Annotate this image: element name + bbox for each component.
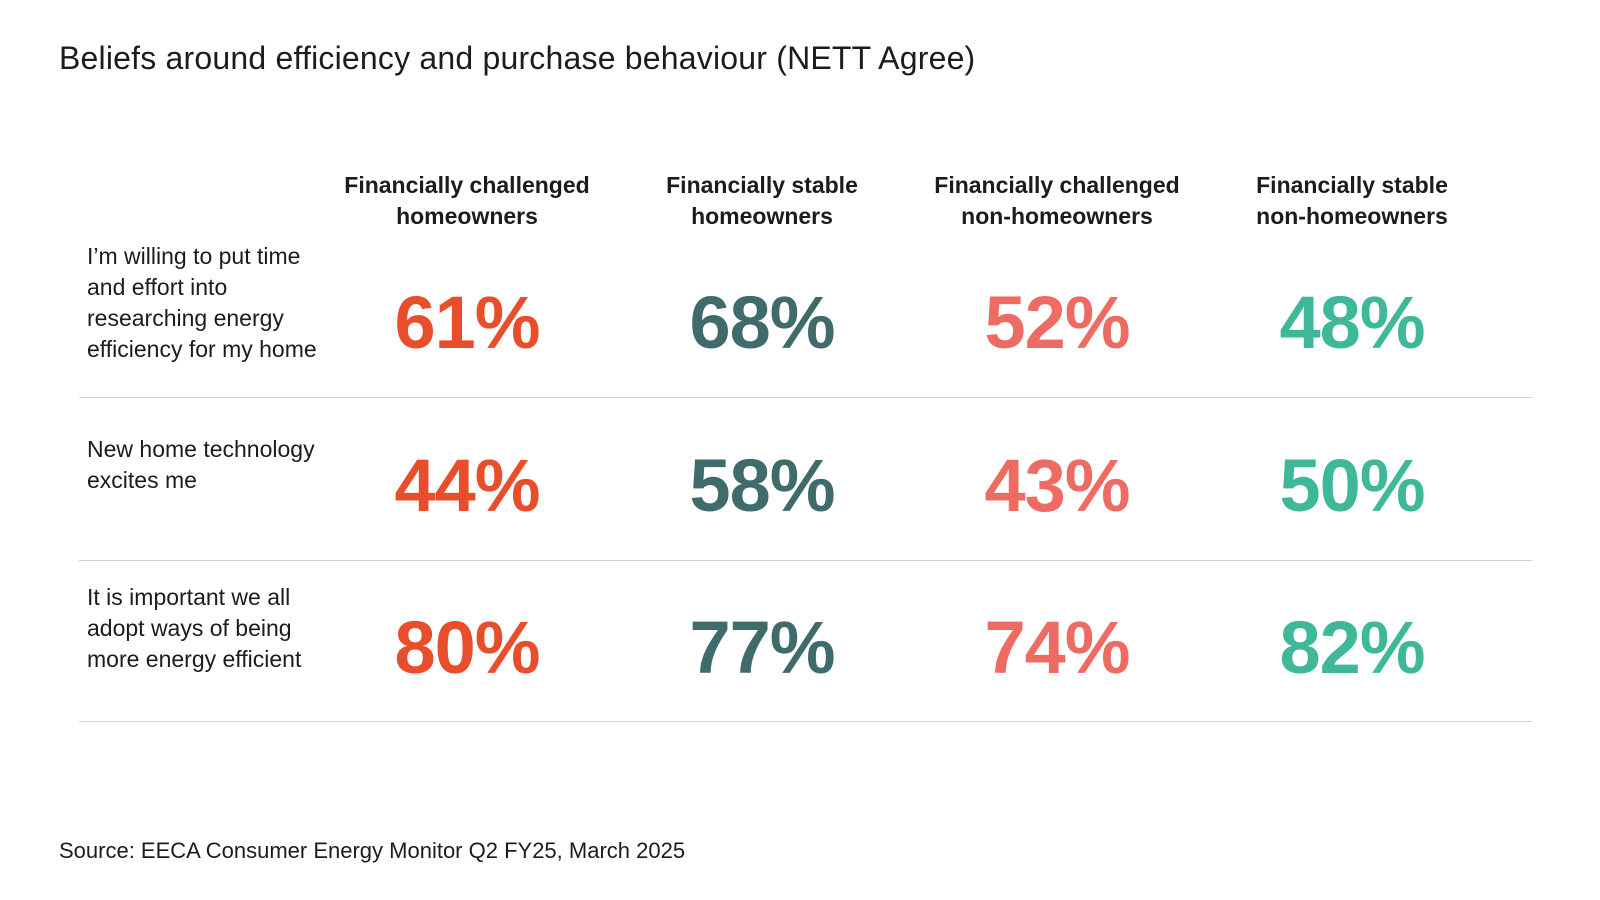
row-divider — [79, 397, 1532, 398]
value-research-challenged-non-homeowners: 52% — [984, 281, 1130, 364]
column-header-line1: Financially challenged — [934, 172, 1180, 198]
column-header-stable-non-homeowners: Financially stable non-homeowners — [1207, 170, 1497, 232]
column-header-stable-homeowners: Financially stable homeowners — [617, 170, 907, 232]
source-note: Source: EECA Consumer Energy Monitor Q2 … — [59, 838, 686, 863]
column-header-line2: non-homeowners — [1256, 203, 1448, 229]
value-technology-challenged-homeowners: 44% — [394, 444, 540, 527]
value-research-stable-non-homeowners: 48% — [1279, 281, 1425, 364]
value-technology-stable-homeowners: 58% — [689, 444, 835, 527]
row-divider — [79, 721, 1532, 722]
row-label-research: I’m willing to put time and effort into … — [87, 243, 317, 362]
value-adopt-stable-non-homeowners: 82% — [1279, 606, 1425, 689]
column-header-line2: non-homeowners — [961, 203, 1153, 229]
value-research-challenged-homeowners: 61% — [394, 281, 540, 364]
value-technology-challenged-non-homeowners: 43% — [984, 444, 1130, 527]
row-label-adopt: It is important we all adopt ways of bei… — [87, 584, 302, 672]
value-adopt-stable-homeowners: 77% — [689, 606, 835, 689]
column-header-line1: Financially stable — [666, 172, 858, 198]
column-header-challenged-homeowners: Financially challenged homeowners — [322, 170, 612, 232]
row-label-technology: New home technology excites me — [87, 436, 315, 493]
chart-title: Beliefs around efficiency and purchase b… — [59, 40, 976, 76]
column-header-line1: Financially stable — [1256, 172, 1448, 198]
column-header-line2: homeowners — [396, 203, 538, 229]
column-header-challenged-non-homeowners: Financially challenged non-homeowners — [912, 170, 1202, 232]
column-header-line1: Financially challenged — [344, 172, 590, 198]
value-adopt-challenged-homeowners: 80% — [394, 606, 540, 689]
column-header-line2: homeowners — [691, 203, 833, 229]
row-divider — [79, 560, 1532, 561]
value-research-stable-homeowners: 68% — [689, 281, 835, 364]
value-technology-stable-non-homeowners: 50% — [1279, 444, 1425, 527]
value-adopt-challenged-non-homeowners: 74% — [984, 606, 1130, 689]
